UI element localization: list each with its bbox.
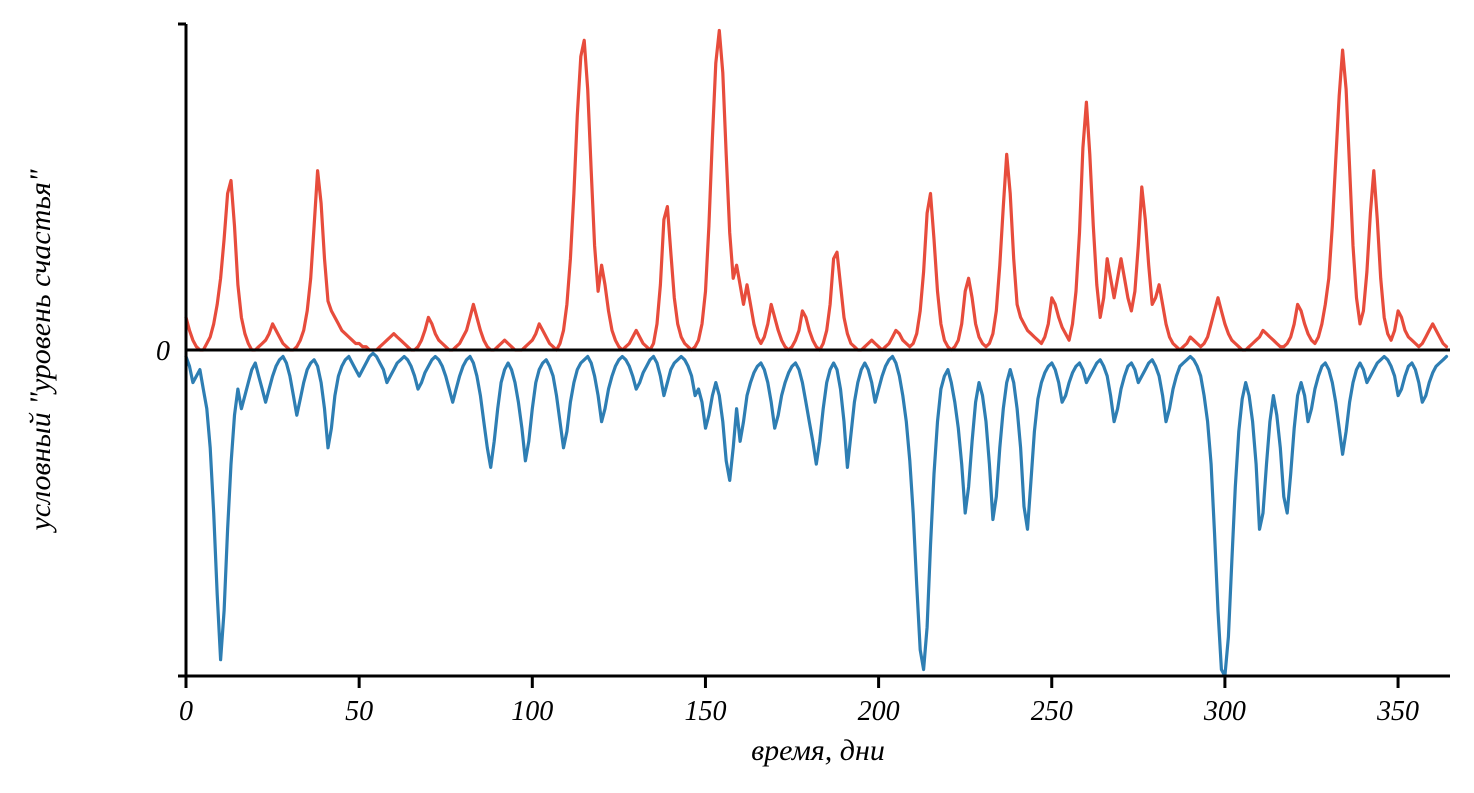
chart-svg: 0 50 100 150 200 250 300 350 0 время, дни условный… [0, 0, 1474, 793]
x-tick-label: 350 [1376, 696, 1419, 727]
x-tick-label: 250 [1031, 696, 1073, 727]
y-tick-label: 0 [156, 336, 170, 367]
y-axis-label: условный "уровень счастья" [24, 169, 57, 534]
happiness-chart: 0 50 100 150 200 250 300 350 0 время, дни условный… [0, 0, 1474, 793]
x-tick-label: 0 [179, 696, 193, 727]
x-tick-label: 200 [858, 696, 900, 727]
x-tick-label: 150 [684, 696, 726, 727]
x-tick-label: 100 [511, 696, 553, 727]
x-tick-label: 50 [345, 696, 373, 727]
x-axis-label: время, дни [751, 734, 885, 767]
x-tick-label: 300 [1203, 696, 1246, 727]
